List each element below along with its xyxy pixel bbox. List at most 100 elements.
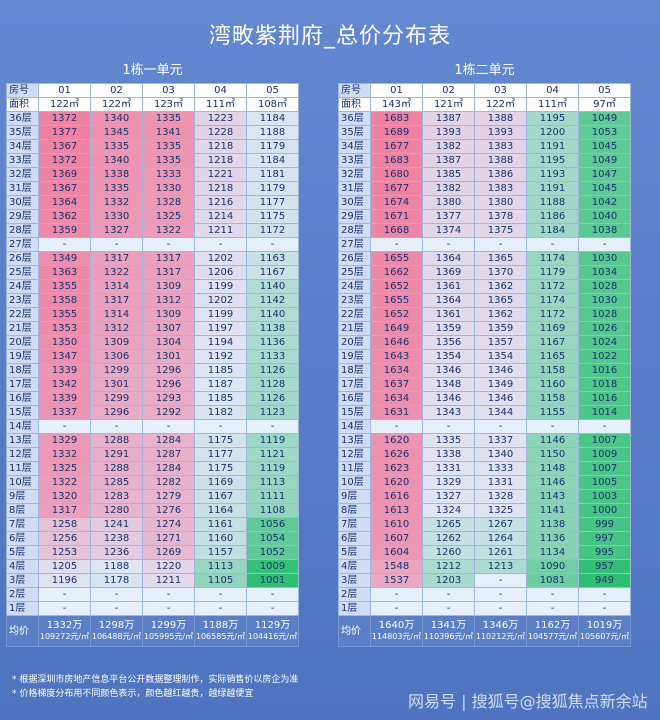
- price-cell: 1005: [578, 475, 631, 490]
- floor-row: 14层 - - - - -: [338, 419, 631, 434]
- floor-row: 19层 1643 1354 1354 1165 1022: [338, 349, 631, 364]
- price-cell: 1309: [90, 335, 143, 350]
- floor-label: 29层: [338, 209, 371, 224]
- price-cell: 1177: [246, 195, 299, 210]
- floor-row: 12层 1626 1338 1340 1150 1009: [338, 447, 631, 462]
- price-cell: 1683: [370, 153, 423, 168]
- floor-label: 2层: [6, 587, 39, 602]
- average-unit-price: 110396元/㎡: [423, 632, 474, 641]
- floor-row: 25层 1662 1369 1370 1179 1034: [338, 265, 631, 280]
- floor-row: 24层 1355 1314 1309 1199 1140: [6, 279, 299, 294]
- price-cell: -: [142, 587, 195, 602]
- price-cell: 1119: [246, 433, 299, 448]
- price-cell: 1340: [90, 153, 143, 168]
- price-cell: 1387: [422, 153, 475, 168]
- price-cell: 1317: [90, 293, 143, 308]
- floor-row: 9层 1320 1283 1279 1167 1111: [6, 489, 299, 504]
- price-cell: 1335: [90, 139, 143, 154]
- price-cell: 1382: [422, 139, 475, 154]
- price-cell: -: [90, 237, 143, 252]
- floor-label: 35层: [338, 125, 371, 140]
- area-cell: 111㎡: [526, 97, 579, 112]
- price-cell: 1200: [526, 125, 579, 140]
- price-cell: 1194: [194, 335, 247, 350]
- floor-label: 13层: [6, 433, 39, 448]
- floor-row: 23层 1655 1364 1365 1174 1030: [338, 293, 631, 308]
- price-cell: 1354: [474, 349, 527, 364]
- price-cell: 1280: [90, 503, 143, 518]
- floor-row: 27层 - - - - -: [338, 237, 631, 252]
- floor-label: 5层: [338, 545, 371, 560]
- area-cell: 111㎡: [194, 97, 247, 112]
- floor-label: 10层: [338, 475, 371, 490]
- price-cell: 1181: [246, 167, 299, 182]
- price-cell: 1042: [578, 195, 631, 210]
- floor-row: 14层 - - - - -: [6, 419, 299, 434]
- price-cell: 1354: [422, 349, 475, 364]
- price-cell: 1195: [526, 111, 579, 126]
- average-total: 1341万: [430, 620, 467, 631]
- average-total: 1162万: [534, 620, 571, 631]
- price-cell: -: [578, 601, 631, 616]
- price-cell: -: [526, 587, 579, 602]
- floor-label: 21层: [6, 321, 39, 336]
- price-cell: 1009: [578, 447, 631, 462]
- average-unit-price: 114803元/㎡: [371, 632, 422, 641]
- price-cell: 1090: [526, 559, 579, 574]
- floor-label: 31层: [338, 181, 371, 196]
- price-cell: 1018: [578, 377, 631, 392]
- row-label: 均价: [338, 615, 371, 647]
- price-cell: -: [246, 419, 299, 434]
- price-cell: 1361: [422, 279, 475, 294]
- price-cell: 1264: [474, 531, 527, 546]
- average-cell: 1341万 110396元/㎡: [422, 615, 475, 647]
- price-cell: 1329: [422, 475, 475, 490]
- price-cell: 1382: [422, 181, 475, 196]
- price-cell: 1136: [246, 335, 299, 350]
- floor-row: 25层 1363 1322 1317 1206 1167: [6, 265, 299, 280]
- price-cell: -: [38, 587, 91, 602]
- price-cell: 1282: [142, 475, 195, 490]
- floor-row: 3层 1196 1178 1211 1105 1001: [6, 573, 299, 588]
- average-cell: 1162万 104577元/㎡: [526, 615, 579, 647]
- floor-label: 30层: [338, 195, 371, 210]
- floor-row: 3层 1537 1203-1081 949: [338, 573, 631, 588]
- floor-row: 28层 1668 1374 1375 1184 1038: [338, 223, 631, 238]
- price-cell: 1284: [142, 433, 195, 448]
- floor-row: 23层 1358 1317 1312 1202 1142: [6, 293, 299, 308]
- average-cell: 1129万 104416元/㎡: [246, 615, 299, 647]
- price-cell: 1380: [422, 195, 475, 210]
- average-cell: 1298万 106488元/㎡: [90, 615, 143, 647]
- price-cell: 1353: [38, 321, 91, 336]
- price-cell: 1220: [142, 559, 195, 574]
- price-cell: 1193: [526, 167, 579, 182]
- price-cell: -: [474, 587, 527, 602]
- price-cell: -: [194, 419, 247, 434]
- price-cell: 1634: [370, 391, 423, 406]
- floor-row: 24层 1652 1361 1362 1172 1028: [338, 279, 631, 294]
- price-cell: 1053: [578, 125, 631, 140]
- price-cell: 1338: [90, 167, 143, 182]
- price-cell: 1188: [526, 195, 579, 210]
- price-cell: 1045: [578, 139, 631, 154]
- price-cell: 1299: [90, 363, 143, 378]
- price-cell: 1331: [422, 461, 475, 476]
- price-cell: 1680: [370, 167, 423, 182]
- price-cell: 1223: [194, 111, 247, 126]
- average-unit-price: 109272元/㎡: [39, 632, 90, 641]
- price-cell: 1355: [38, 307, 91, 322]
- floor-label: 25层: [6, 265, 39, 280]
- average-unit-price: 105607元/㎡: [579, 632, 630, 641]
- price-cell: 1258: [38, 517, 91, 532]
- price-cell: -: [142, 601, 195, 616]
- price-cell: 1327: [422, 489, 475, 504]
- average-total: 1332万: [46, 620, 83, 631]
- price-cell: 1385: [422, 167, 475, 182]
- price-cell: 1241: [90, 517, 143, 532]
- price-cell: 1357: [474, 335, 527, 350]
- floor-label: 27层: [6, 237, 39, 252]
- price-cell: 1172: [526, 307, 579, 322]
- price-cell: 1335: [142, 111, 195, 126]
- floor-row: 18层 1339 1299 1296 1185 1126: [6, 363, 299, 378]
- floor-row: 8层 1317 1280 1276 1164 1108: [6, 503, 299, 518]
